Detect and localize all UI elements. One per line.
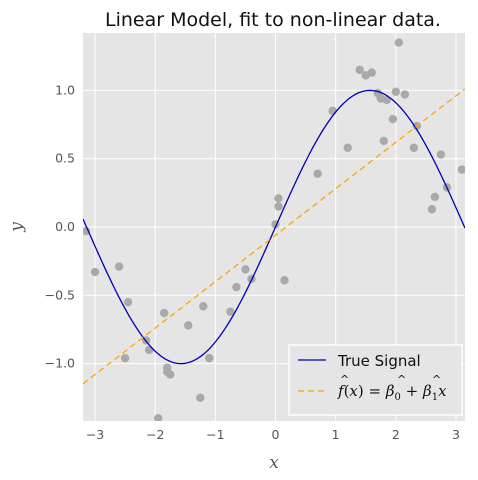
x-tick-label: 0 xyxy=(272,427,280,442)
legend-fit-x: x xyxy=(349,382,358,400)
data-point xyxy=(241,265,250,274)
data-point xyxy=(90,267,100,277)
x-tick-label: −2 xyxy=(146,427,164,442)
x-tick-label: −3 xyxy=(86,427,104,442)
x-tick-label: −1 xyxy=(206,427,224,442)
data-point xyxy=(436,150,446,159)
data-point xyxy=(199,302,208,311)
data-point xyxy=(274,194,283,203)
data-point xyxy=(388,114,398,124)
legend: True Signal f(x) = β0 + β1x ^ ^ ^ xyxy=(288,344,463,416)
x-axis-label: x xyxy=(269,453,279,473)
data-point xyxy=(196,393,205,402)
legend-fit-sub0: 0 xyxy=(395,392,401,403)
legend-fit-plus: + xyxy=(401,382,423,400)
true-signal-line xyxy=(83,89,465,365)
data-point xyxy=(83,226,91,236)
data-point xyxy=(328,106,337,116)
y-ticks: −1.0 −0.5 0.0 0.5 1.0 xyxy=(45,82,75,370)
data-point xyxy=(400,90,410,99)
legend-fit-beta1: β xyxy=(422,382,432,400)
hat-mark-f: ^ xyxy=(340,373,349,386)
data-point xyxy=(153,414,163,421)
data-point xyxy=(394,38,404,47)
legend-fit-hat-f: f xyxy=(337,382,346,400)
data-point xyxy=(367,68,376,77)
data-point xyxy=(274,202,283,211)
data-point xyxy=(184,321,193,330)
data-point xyxy=(457,165,465,174)
legend-true-signal-label: True Signal xyxy=(337,352,421,370)
x-tick-label: 1 xyxy=(332,427,340,442)
data-point xyxy=(205,353,214,363)
data-point xyxy=(355,65,364,75)
y-axis-label: y xyxy=(7,222,27,233)
legend-box xyxy=(288,344,463,416)
x-tick-label: 2 xyxy=(392,427,400,442)
y-tick-label: −1.0 xyxy=(45,356,75,371)
hat-mark-beta0: ^ xyxy=(397,373,406,386)
data-point xyxy=(409,143,419,152)
fit-line xyxy=(83,88,465,385)
data-point xyxy=(280,276,289,285)
chart-title: Linear Model, fit to non-linear data. xyxy=(105,9,441,31)
data-point xyxy=(427,205,437,214)
data-point xyxy=(160,308,169,318)
legend-fit-hat-marks: ^ ^ ^ xyxy=(340,373,441,386)
legend-fit-label: f(x) = β0 + β1x xyxy=(337,382,447,403)
legend-fit-equals: ) = xyxy=(358,382,386,400)
y-tick-label: 0.0 xyxy=(55,219,75,234)
legend-fit-open-paren: ( xyxy=(344,382,350,400)
data-point xyxy=(144,345,154,355)
data-point xyxy=(313,169,322,178)
y-tick-label: 1.0 xyxy=(55,82,75,97)
data-point xyxy=(120,353,130,363)
data-point xyxy=(226,307,235,316)
data-point xyxy=(114,262,124,271)
data-point xyxy=(163,367,172,377)
series-lines xyxy=(83,88,465,385)
data-point xyxy=(430,192,440,202)
legend-fit-beta0: β xyxy=(385,382,395,400)
data-point xyxy=(343,143,352,152)
x-ticks: −3 −2 −1 0 1 2 3 xyxy=(86,427,460,442)
data-point xyxy=(232,282,241,292)
data-point xyxy=(391,87,401,96)
y-tick-label: 0.5 xyxy=(55,151,75,166)
data-point xyxy=(123,297,133,307)
legend-fit-x2: x xyxy=(438,382,447,400)
x-tick-label: 3 xyxy=(452,427,460,442)
y-tick-label: −0.5 xyxy=(45,287,75,302)
data-point xyxy=(379,136,388,146)
hat-mark-beta1: ^ xyxy=(432,373,441,386)
legend-fit-sub1: 1 xyxy=(432,392,438,403)
